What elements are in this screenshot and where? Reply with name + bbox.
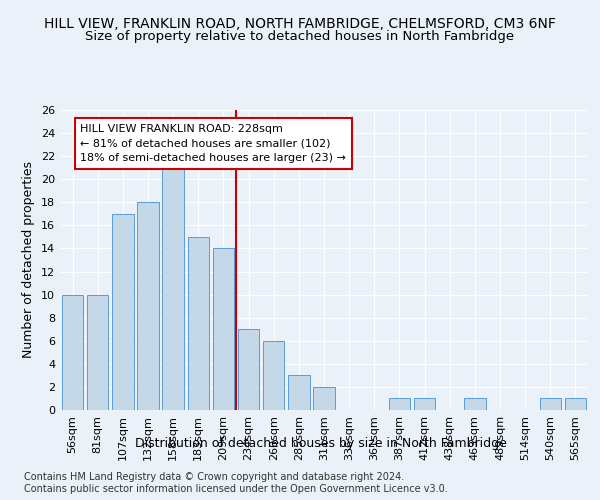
Text: Size of property relative to detached houses in North Fambridge: Size of property relative to detached ho… [85,30,515,43]
Text: HILL VIEW FRANKLIN ROAD: 228sqm
← 81% of detached houses are smaller (102)
18% o: HILL VIEW FRANKLIN ROAD: 228sqm ← 81% of… [80,124,346,164]
Bar [389,398,410,410]
Bar [112,214,134,410]
Bar [213,248,234,410]
Bar [137,202,158,410]
Bar [414,398,435,410]
Text: Distribution of detached houses by size in North Fambridge: Distribution of detached houses by size … [135,438,507,450]
Text: Contains HM Land Registry data © Crown copyright and database right 2024.: Contains HM Land Registry data © Crown c… [24,472,404,482]
Bar [313,387,335,410]
Text: HILL VIEW, FRANKLIN ROAD, NORTH FAMBRIDGE, CHELMSFORD, CM3 6NF: HILL VIEW, FRANKLIN ROAD, NORTH FAMBRIDG… [44,18,556,32]
Bar [188,237,209,410]
Bar [464,398,485,410]
Text: Contains public sector information licensed under the Open Government Licence v3: Contains public sector information licen… [24,484,448,494]
Bar [539,398,561,410]
Bar [87,294,109,410]
Bar [238,329,259,410]
Bar [263,341,284,410]
Bar [62,294,83,410]
Bar [288,376,310,410]
Bar [163,168,184,410]
Y-axis label: Number of detached properties: Number of detached properties [22,162,35,358]
Bar [565,398,586,410]
